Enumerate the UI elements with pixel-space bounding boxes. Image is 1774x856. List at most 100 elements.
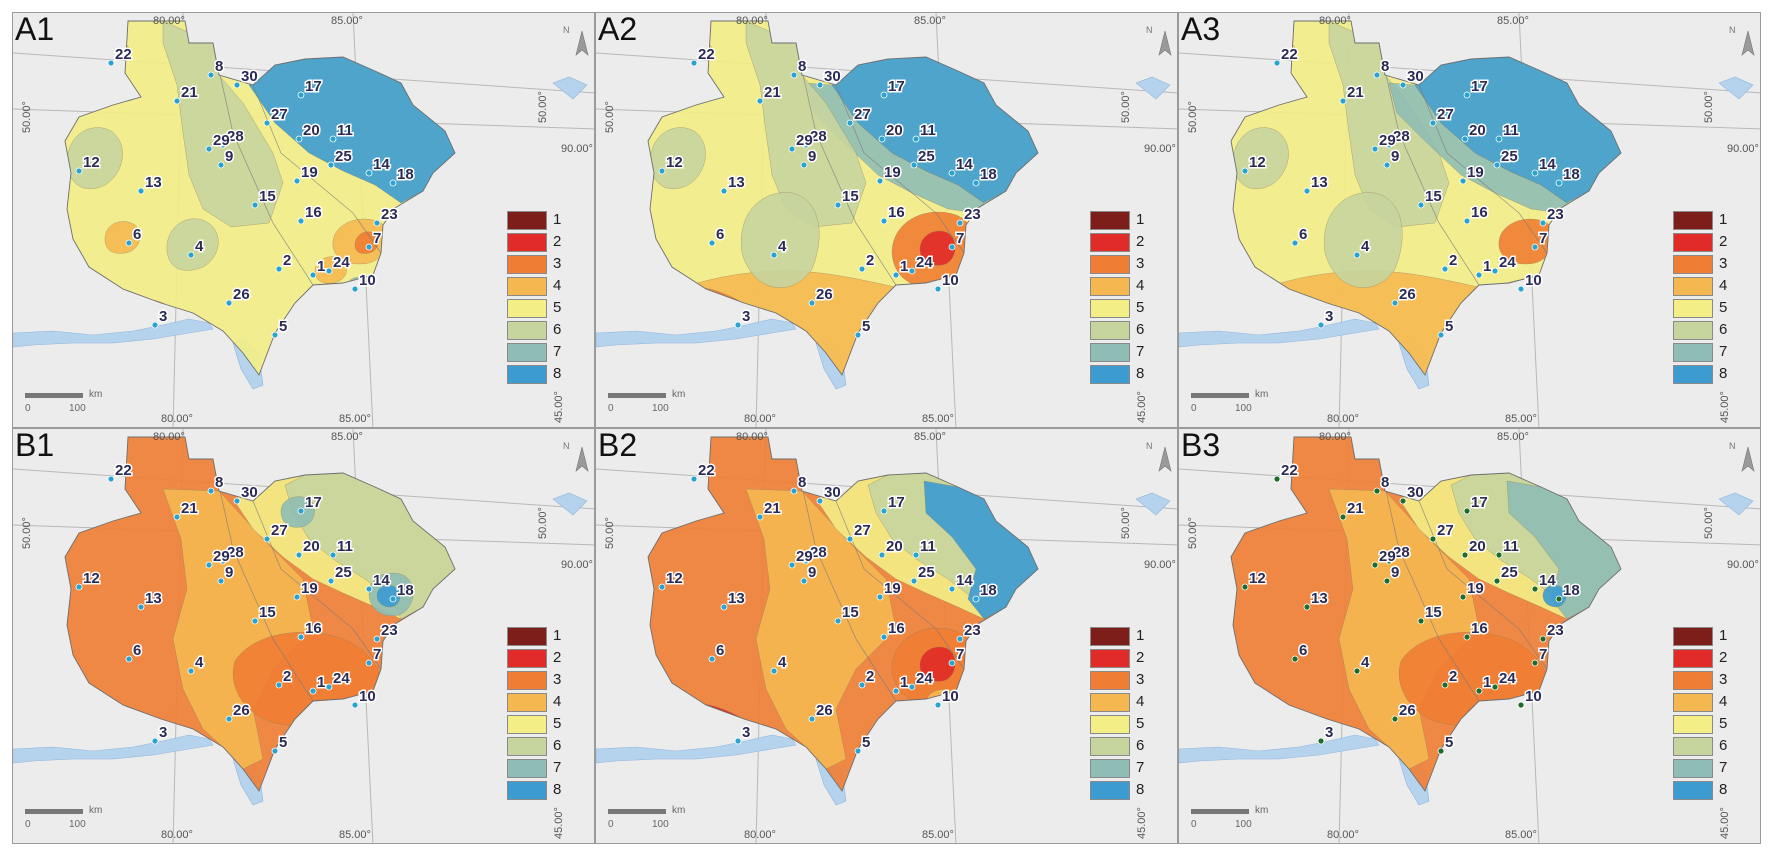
station-marker[interactable]	[137, 187, 145, 195]
station-marker[interactable]	[297, 217, 305, 225]
station-marker[interactable]	[373, 219, 381, 227]
station-marker[interactable]	[1417, 201, 1425, 209]
station-marker[interactable]	[1291, 239, 1299, 247]
station-marker[interactable]	[910, 161, 918, 169]
station-marker[interactable]	[389, 595, 397, 603]
station-marker[interactable]	[956, 219, 964, 227]
station-marker[interactable]	[309, 687, 317, 695]
station-marker[interactable]	[1391, 715, 1399, 723]
station-marker[interactable]	[173, 513, 181, 521]
station-marker[interactable]	[107, 59, 115, 67]
station-marker[interactable]	[1353, 251, 1361, 259]
station-marker[interactable]	[373, 635, 381, 643]
station-marker[interactable]	[125, 239, 133, 247]
station-marker[interactable]	[217, 161, 225, 169]
station-marker[interactable]	[1241, 167, 1249, 175]
station-marker[interactable]	[1531, 243, 1539, 251]
station-marker[interactable]	[329, 551, 337, 559]
station-marker[interactable]	[1491, 267, 1499, 275]
station-marker[interactable]	[908, 683, 916, 691]
station-marker[interactable]	[948, 585, 956, 593]
station-marker[interactable]	[1493, 577, 1501, 585]
station-marker[interactable]	[1437, 331, 1445, 339]
station-marker[interactable]	[790, 71, 798, 79]
station-marker[interactable]	[1459, 593, 1467, 601]
station-marker[interactable]	[309, 271, 317, 279]
station-marker[interactable]	[1417, 617, 1425, 625]
station-marker[interactable]	[770, 667, 778, 675]
station-marker[interactable]	[1517, 701, 1525, 709]
station-marker[interactable]	[658, 583, 666, 591]
station-marker[interactable]	[263, 535, 271, 543]
station-marker[interactable]	[233, 81, 241, 89]
station-marker[interactable]	[808, 715, 816, 723]
station-marker[interactable]	[934, 701, 942, 709]
station-marker[interactable]	[1475, 271, 1483, 279]
station-marker[interactable]	[293, 593, 301, 601]
station-marker[interactable]	[1441, 265, 1449, 273]
station-marker[interactable]	[690, 475, 698, 483]
station-marker[interactable]	[756, 97, 764, 105]
station-marker[interactable]	[217, 577, 225, 585]
station-marker[interactable]	[1317, 737, 1325, 745]
station-marker[interactable]	[878, 551, 886, 559]
station-marker[interactable]	[1463, 507, 1471, 515]
station-marker[interactable]	[1531, 169, 1539, 177]
station-marker[interactable]	[892, 687, 900, 695]
station-marker[interactable]	[365, 169, 373, 177]
station-marker[interactable]	[275, 265, 283, 273]
station-marker[interactable]	[1339, 97, 1347, 105]
station-marker[interactable]	[251, 617, 259, 625]
station-marker[interactable]	[263, 119, 271, 127]
station-marker[interactable]	[834, 201, 842, 209]
station-marker[interactable]	[205, 145, 213, 153]
station-marker[interactable]	[934, 285, 942, 293]
station-marker[interactable]	[1463, 217, 1471, 225]
station-marker[interactable]	[880, 507, 888, 515]
station-marker[interactable]	[1373, 71, 1381, 79]
station-marker[interactable]	[75, 167, 83, 175]
station-marker[interactable]	[802, 141, 810, 149]
station-marker[interactable]	[1273, 475, 1281, 483]
station-marker[interactable]	[295, 551, 303, 559]
station-marker[interactable]	[880, 633, 888, 641]
station-marker[interactable]	[790, 487, 798, 495]
station-marker[interactable]	[972, 179, 980, 187]
station-marker[interactable]	[365, 585, 373, 593]
station-marker[interactable]	[756, 513, 764, 521]
station-marker[interactable]	[734, 737, 742, 745]
station-marker[interactable]	[892, 271, 900, 279]
station-marker[interactable]	[1495, 551, 1503, 559]
station-marker[interactable]	[1531, 585, 1539, 593]
station-marker[interactable]	[205, 561, 213, 569]
station-marker[interactable]	[816, 81, 824, 89]
station-marker[interactable]	[880, 91, 888, 99]
station-marker[interactable]	[1555, 595, 1563, 603]
station-marker[interactable]	[125, 655, 133, 663]
station-marker[interactable]	[1531, 659, 1539, 667]
station-marker[interactable]	[1429, 119, 1437, 127]
station-marker[interactable]	[910, 577, 918, 585]
station-marker[interactable]	[1429, 535, 1437, 543]
station-marker[interactable]	[1441, 681, 1449, 689]
station-marker[interactable]	[271, 331, 279, 339]
station-marker[interactable]	[948, 243, 956, 251]
station-marker[interactable]	[690, 59, 698, 67]
station-marker[interactable]	[876, 593, 884, 601]
station-marker[interactable]	[187, 667, 195, 675]
station-marker[interactable]	[207, 71, 215, 79]
station-marker[interactable]	[720, 187, 728, 195]
station-marker[interactable]	[351, 701, 359, 709]
station-marker[interactable]	[251, 201, 259, 209]
station-marker[interactable]	[734, 321, 742, 329]
station-marker[interactable]	[297, 633, 305, 641]
station-marker[interactable]	[1399, 81, 1407, 89]
station-marker[interactable]	[658, 167, 666, 175]
station-marker[interactable]	[1461, 551, 1469, 559]
station-marker[interactable]	[770, 251, 778, 259]
station-marker[interactable]	[878, 135, 886, 143]
station-marker[interactable]	[708, 239, 716, 247]
station-marker[interactable]	[271, 747, 279, 755]
station-marker[interactable]	[1517, 285, 1525, 293]
station-marker[interactable]	[1463, 91, 1471, 99]
